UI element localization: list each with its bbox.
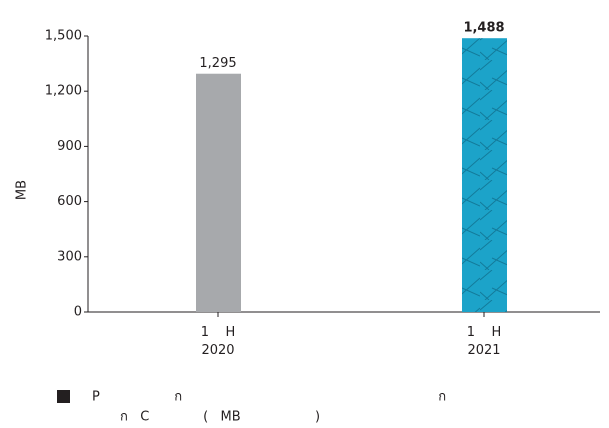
bar-texture (462, 38, 507, 312)
y-tick-label: 1,200 (45, 84, 82, 99)
chart: MB 0 300 600 900 1,200 1,500 1 H2020 1,295 1 H20… (0, 0, 609, 428)
legend-text: P ก ก (92, 390, 446, 405)
value-label: 1,295 (199, 56, 236, 71)
legend-text: ก C ( MB ) (120, 410, 320, 425)
y-tick-label: 0 (74, 305, 82, 320)
y-tick-label: 900 (57, 139, 82, 154)
legend-swatch (57, 390, 70, 403)
y-tick-label: 600 (57, 194, 82, 209)
value-label: 1,488 (463, 21, 504, 36)
bar (196, 74, 241, 312)
y-tick-label: 1,500 (45, 29, 82, 44)
y-tick-label: 300 (57, 249, 82, 264)
y-axis-label: MB (15, 180, 30, 200)
